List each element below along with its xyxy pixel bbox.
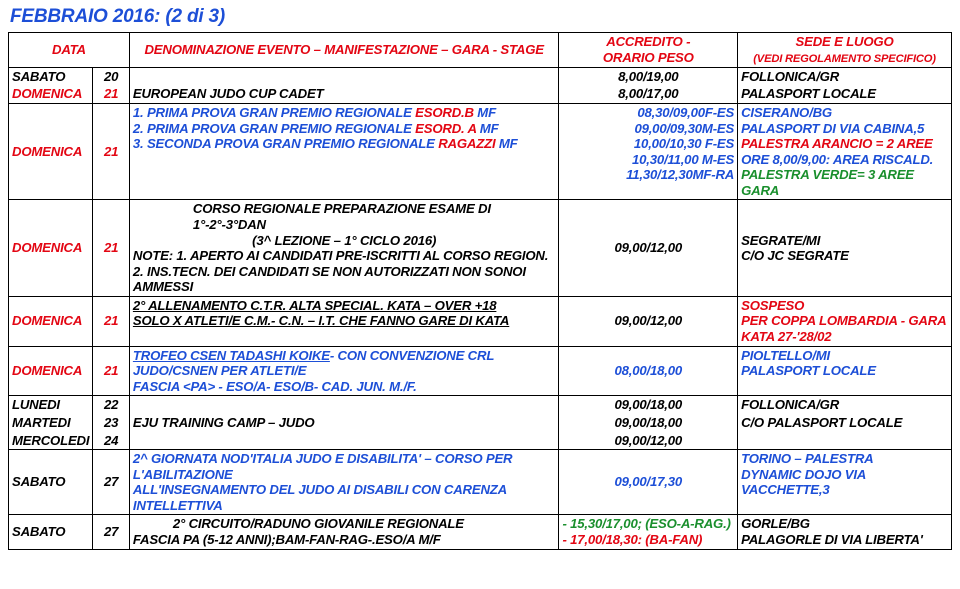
cell: CISERANO/BG PALASPORT DI VIA CABINA,5 PA… (738, 103, 952, 199)
table-row: LUNEDI 22 09,00/18,00 FOLLONICA/GR (9, 396, 952, 414)
cell: EJU TRAINING CAMP – JUDO (129, 414, 559, 432)
cell (738, 432, 952, 450)
cell: 1. PRIMA PROVA GRAN PREMIO REGIONALE ESO… (129, 103, 559, 199)
table-row: MERCOLEDI 24 09,00/12,00 (9, 432, 952, 450)
cell: 09,00/12,00 (559, 432, 738, 450)
table-row: DOMENICA 21 1. PRIMA PROVA GRAN PREMIO R… (9, 103, 952, 199)
cell: 21 (93, 200, 130, 296)
table-row: SABATO 27 2^ GIORNATA NOD'ITALIA JUDO E … (9, 450, 952, 515)
cell: 2^ GIORNATA NOD'ITALIA JUDO E DISABILITA… (129, 450, 559, 515)
cell: 08,30/09,00F-ES 09,00/09,30M-ES 10,00/10… (559, 103, 738, 199)
cell: MARTEDI (9, 414, 93, 432)
hdr-evento: DENOMINAZIONE EVENTO – MANIFESTAZIONE – … (129, 33, 559, 68)
hdr-accredito: ACCREDITO - ORARIO PESO (559, 33, 738, 68)
cell: 09,00/17,30 (559, 450, 738, 515)
cell: 21 (93, 296, 130, 346)
cell: CORSO REGIONALE PREPARAZIONE ESAME DI 1°… (129, 200, 559, 296)
cell: FOLLONICA/GR (738, 396, 952, 414)
cell: GORLE/BG PALAGORLE DI VIA LIBERTA' (738, 515, 952, 549)
cell: SOSPESO PER COPPA LOMBARDIA - GARA KATA … (738, 296, 952, 346)
cell: 8,00/19,00 (559, 67, 738, 85)
cell: FOLLONICA/GR (738, 67, 952, 85)
cell: 20 (93, 67, 130, 85)
cell: C/O PALASPORT LOCALE (738, 414, 952, 432)
table-row: DOMENICA 21 CORSO REGIONALE PREPARAZIONE… (9, 200, 952, 296)
cell: 09,00/12,00 (559, 296, 738, 346)
cell: SEGRATE/MI C/O JC SEGRATE (738, 200, 952, 296)
cell: 27 (93, 450, 130, 515)
table-row: DOMENICA 21 EUROPEAN JUDO CUP CADET 8,00… (9, 85, 952, 103)
table-header: DATA DENOMINAZIONE EVENTO – MANIFESTAZIO… (9, 33, 952, 68)
cell: TROFEO CSEN TADASHI KOIKE- CON CONVENZIO… (129, 346, 559, 396)
cell: PIOLTELLO/MI PALASPORT LOCALE (738, 346, 952, 396)
cell: DOMENICA (9, 346, 93, 396)
cell: 09,00/18,00 (559, 414, 738, 432)
cell: DOMENICA (9, 296, 93, 346)
cell: LUNEDI (9, 396, 93, 414)
hdr-sede: SEDE E LUOGO (VEDI REGOLAMENTO SPECIFICO… (738, 33, 952, 68)
table-row: DOMENICA 21 2° ALLENAMENTO C.T.R. ALTA S… (9, 296, 952, 346)
cell: 21 (93, 85, 130, 103)
cell: DOMENICA (9, 200, 93, 296)
cell: SABATO (9, 67, 93, 85)
hdr-data: DATA (9, 33, 130, 68)
table-row: SABATO 20 8,00/19,00 FOLLONICA/GR (9, 67, 952, 85)
cell: 21 (93, 346, 130, 396)
cell (129, 67, 559, 85)
cell: 09,00/12,00 (559, 200, 738, 296)
cell: 21 (93, 103, 130, 199)
cell: 23 (93, 414, 130, 432)
cell: SABATO (9, 450, 93, 515)
cell: PALASPORT LOCALE (738, 85, 952, 103)
cell (129, 432, 559, 450)
cell: MERCOLEDI (9, 432, 93, 450)
cell: 2° CIRCUITO/RADUNO GIOVANILE REGIONALE F… (129, 515, 559, 549)
cell: DOMENICA (9, 103, 93, 199)
cell: DOMENICA (9, 85, 93, 103)
cell: TORINO – PALESTRA DYNAMIC DOJO VIA VACCH… (738, 450, 952, 515)
cell: - 15,30/17,00; (ESO-A-RAG.) - 17,00/18,3… (559, 515, 738, 549)
table-row: MARTEDI 23 EJU TRAINING CAMP – JUDO 09,0… (9, 414, 952, 432)
page-title: FEBBRAIO 2016: (2 di 3) (10, 6, 952, 28)
cell: 09,00/18,00 (559, 396, 738, 414)
table-row: SABATO 27 2° CIRCUITO/RADUNO GIOVANILE R… (9, 515, 952, 549)
cell: SABATO (9, 515, 93, 549)
cell (129, 396, 559, 414)
cell: EUROPEAN JUDO CUP CADET (129, 85, 559, 103)
table-row: DOMENICA 21 TROFEO CSEN TADASHI KOIKE- C… (9, 346, 952, 396)
cell: 27 (93, 515, 130, 549)
cell: 22 (93, 396, 130, 414)
cell: 24 (93, 432, 130, 450)
cell: 08,00/18,00 (559, 346, 738, 396)
cell: 2° ALLENAMENTO C.T.R. ALTA SPECIAL. KATA… (129, 296, 559, 346)
schedule-table: DATA DENOMINAZIONE EVENTO – MANIFESTAZIO… (8, 32, 952, 550)
cell: 8,00/17,00 (559, 85, 738, 103)
